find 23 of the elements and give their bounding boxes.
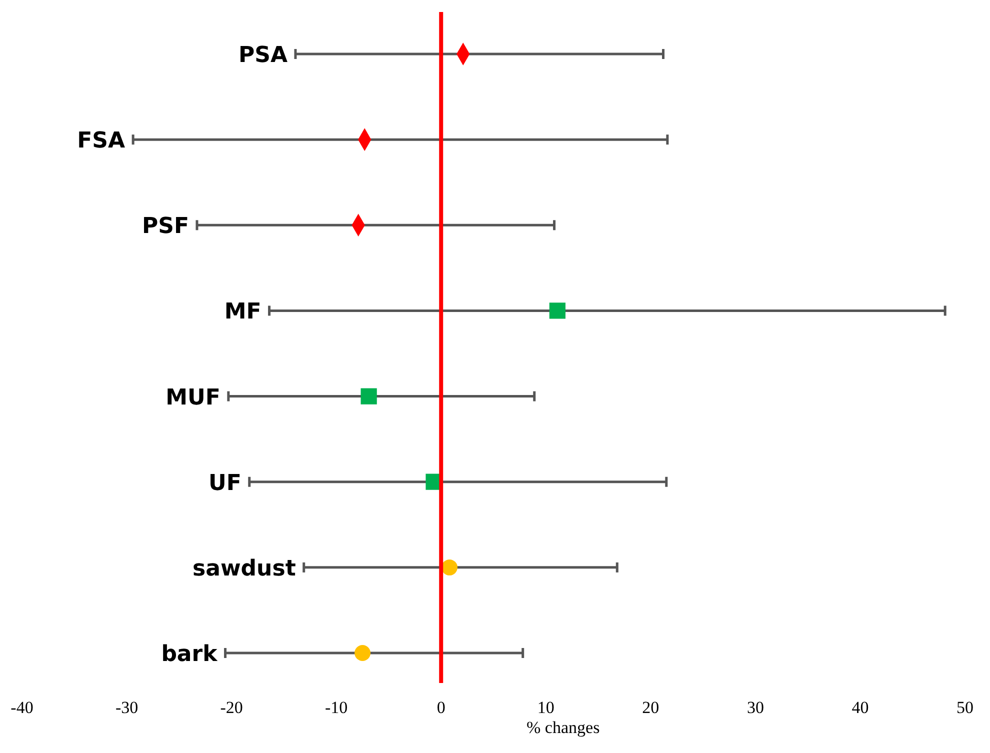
y-tick-label: PSF (142, 214, 189, 240)
x-tick-label: -20 (220, 698, 243, 717)
x-tick-label: 30 (746, 698, 764, 717)
x-tick-label: -10 (324, 698, 348, 717)
y-tick-label: bark (161, 642, 219, 667)
x-tick-label: 40 (852, 698, 869, 717)
y-tick-label: MUF (166, 385, 220, 410)
x-tick-label: 50 (956, 698, 974, 717)
x-tick-label: -40 (10, 698, 34, 717)
point (442, 559, 458, 576)
x-axis-title: % changes (526, 718, 600, 737)
y-tick-label: PSA (238, 43, 288, 68)
y-tick-label: UF (208, 470, 242, 496)
x-tick-label: -30 (115, 698, 138, 717)
point (360, 388, 377, 404)
y-tick-label: FSA (77, 128, 126, 154)
y-tick-label: sawdust (192, 556, 296, 582)
point (354, 645, 371, 661)
x-tick-label: 0 (436, 698, 446, 717)
y-tick-label: MF (224, 300, 262, 325)
point (549, 302, 566, 319)
x-tick-label: 10 (537, 698, 554, 717)
x-tick-label: 20 (642, 698, 660, 717)
